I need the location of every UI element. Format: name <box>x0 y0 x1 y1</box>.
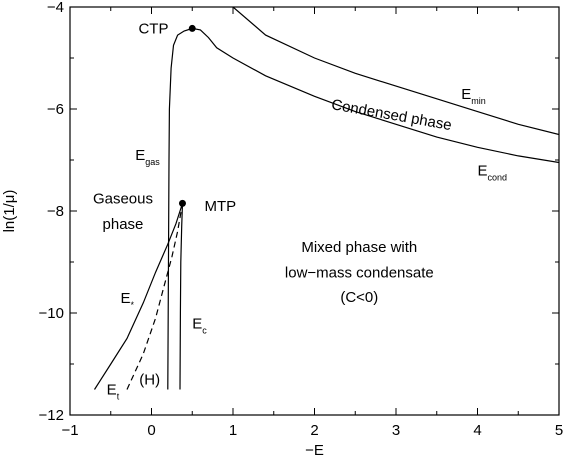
annotation-econd: Econd <box>478 162 508 182</box>
annotation-text: E <box>478 162 488 179</box>
x-axis-label: −E <box>305 442 324 459</box>
y-tick-label: −6 <box>47 101 64 118</box>
x-axis: −1 0 1 2 3 4 5 <box>61 7 563 439</box>
y-tick-label: −12 <box>39 407 64 424</box>
annotation-text: E <box>121 290 131 307</box>
annotation-text: MTP <box>204 198 236 215</box>
y-tick-label: −4 <box>47 0 64 16</box>
annotation-subscript: t <box>117 392 120 402</box>
annotation-estar: E* <box>121 290 135 310</box>
annotation-text: Condensed phase <box>330 96 453 134</box>
annotation-gaseous1: Gaseous <box>93 190 153 207</box>
y-tick-label: −8 <box>47 203 64 220</box>
series-line-1 <box>167 27 559 390</box>
annotation-mixed3: (C<0) <box>340 289 378 306</box>
annotation-text: phase <box>103 216 144 233</box>
plot-frame <box>69 6 560 416</box>
annotation-subscript: gas <box>145 157 160 167</box>
annotation-gaseous2: phase <box>103 216 144 233</box>
x-tick-label: 4 <box>473 422 481 439</box>
x-tick-label: 3 <box>392 422 400 439</box>
annotation-text: Gaseous <box>93 190 153 207</box>
annotation-text: E <box>107 382 117 399</box>
y-axis: −12 −10 −8 −6 −4 <box>39 0 559 424</box>
series-line-4 <box>179 203 184 390</box>
y-axis-label: ln(1/μ) <box>1 190 18 233</box>
annotation-mtp: MTP <box>204 198 236 215</box>
annotation-text: (H) <box>139 371 160 388</box>
x-tick-label: 1 <box>229 422 237 439</box>
annotation-subscript: cond <box>488 172 508 182</box>
annotation-text: low−mass condensate <box>285 264 434 281</box>
annotation-text: (C<0) <box>340 289 378 306</box>
series-line-0 <box>232 7 559 136</box>
annotation-ec: Ec <box>192 315 207 335</box>
point-mtp <box>178 199 186 207</box>
annotation-text: E <box>461 86 471 103</box>
series-line-2 <box>93 203 184 390</box>
annotation-text: E <box>135 147 145 164</box>
x-tick-label: 5 <box>555 422 563 439</box>
annotation-condensed: Condensed phase <box>330 96 453 134</box>
annotation-subscript: c <box>202 325 207 335</box>
annotation-et: Et <box>107 382 120 402</box>
annotation-subscript: min <box>471 96 486 106</box>
y-tick-label: −10 <box>39 305 64 322</box>
annotation-ctp: CTP <box>138 21 168 38</box>
annotation-egas: Egas <box>135 147 160 167</box>
plot-marks <box>93 7 559 390</box>
x-tick-label: −1 <box>61 422 78 439</box>
annotation-h: (H) <box>139 371 160 388</box>
point-ctp <box>188 24 196 32</box>
annotation-text: Mixed phase with <box>301 239 417 256</box>
annotation-mixed2: low−mass condensate <box>285 264 434 281</box>
annotation-text: CTP <box>138 21 168 38</box>
annotation-subscript: * <box>131 300 135 310</box>
annotation-mixed1: Mixed phase with <box>301 239 417 256</box>
x-tick-label: 2 <box>310 422 318 439</box>
annotation-text: E <box>192 315 202 332</box>
x-tick-label: 0 <box>147 422 155 439</box>
annotation-emin: Emin <box>461 86 486 106</box>
